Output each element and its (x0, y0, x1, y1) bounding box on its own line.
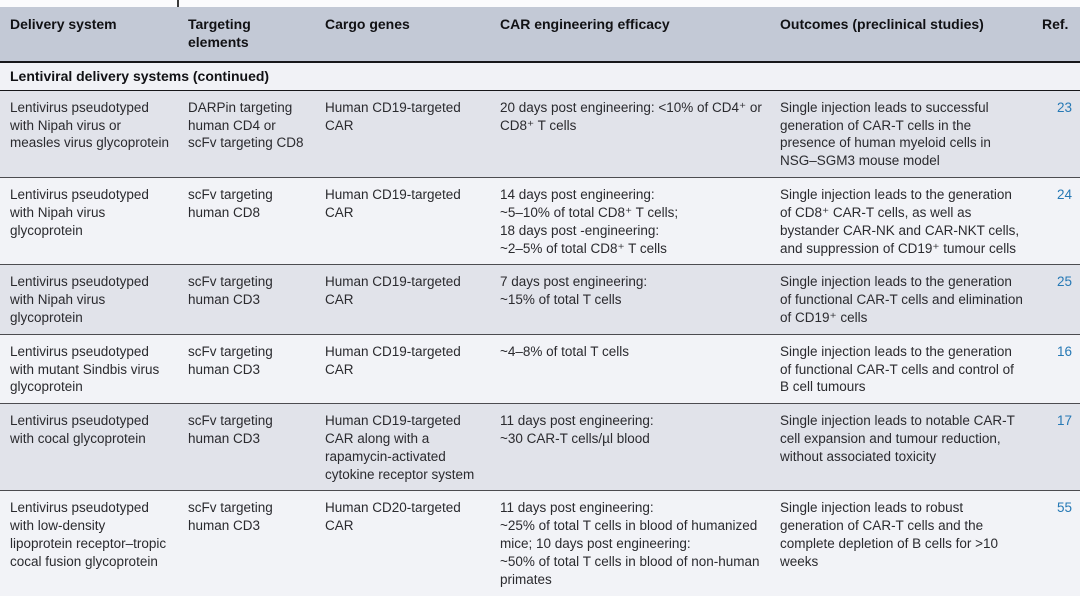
cell-cargo-genes: Human CD19-targeted CAR (325, 343, 461, 377)
table-header-row: Delivery system Targeting elements Cargo… (0, 7, 1080, 63)
ref-link[interactable]: 55 (1056, 500, 1072, 516)
col-header-ref: Ref. (1042, 16, 1069, 32)
section-header-row: Lentiviral delivery systems (continued) (0, 62, 1080, 91)
column-divider-tick (177, 0, 179, 7)
ref-link[interactable]: 17 (1056, 413, 1072, 429)
cell-car-efficacy: 7 days post engineering: ~15% of total T… (500, 274, 648, 308)
ref-link[interactable]: 16 (1056, 343, 1072, 359)
cell-cargo-genes: Human CD20-targeted CAR (325, 500, 461, 534)
cell-car-efficacy: 20 days post engineering: <10% of CD4⁺ o… (500, 99, 762, 133)
table-row-5: Lentivirus pseudotyped with cocal glycop… (0, 404, 1080, 492)
cell-delivery-system: Lentivirus pseudotyped with Nipah virus … (10, 187, 149, 238)
col-header-outcomes: Outcomes (preclinical studies) (780, 16, 984, 32)
cell-outcomes: Single injection leads to the generation… (780, 343, 1014, 395)
cell-delivery-system: Lentivirus pseudotyped with low-density … (10, 500, 167, 569)
cell-car-efficacy: ~4–8% of total T cells (500, 343, 629, 359)
table-row-6: Lentivirus pseudotyped with low-density … (0, 491, 1080, 596)
table-top-strip (0, 0, 1080, 7)
cell-outcomes: Single injection leads to notable CAR-T … (780, 413, 1015, 464)
table-row-4: Lentivirus pseudotyped with mutant Sindb… (0, 334, 1080, 405)
ref-link[interactable]: 25 (1056, 274, 1072, 290)
cell-cargo-genes: Human CD19-targeted CAR along with a rap… (325, 413, 475, 482)
cell-delivery-system: Lentivirus pseudotyped with Nipah virus … (10, 99, 170, 151)
cell-targeting-elements: scFv targeting human CD3 (188, 274, 273, 308)
table-row-3: Lentivirus pseudotyped with Nipah virus … (0, 265, 1080, 335)
cell-delivery-system: Lentivirus pseudotyped with mutant Sindb… (10, 343, 160, 395)
cell-targeting-elements: scFv targeting human CD3 (188, 343, 273, 377)
cell-car-efficacy: 14 days post engineering: ~5–10% of tota… (500, 187, 679, 256)
cell-outcomes: Single injection leads to the generation… (780, 274, 1023, 325)
cell-outcomes: Single injection leads to the generation… (780, 187, 1020, 256)
cell-targeting-elements: scFv targeting human CD3 (188, 500, 273, 534)
cell-car-efficacy: 11 days post engineering: ~25% of total … (500, 500, 760, 587)
table-row-1: Lentivirus pseudotyped with Nipah virus … (0, 90, 1080, 179)
cell-cargo-genes: Human CD19-targeted CAR (325, 187, 461, 220)
section-header-label: Lentiviral delivery systems (continued) (10, 67, 270, 84)
table-row-2: Lentivirus pseudotyped with Nipah virus … (0, 178, 1080, 266)
col-header-cargo-genes: Cargo genes (325, 16, 410, 32)
cell-cargo-genes: Human CD19-targeted CAR (325, 99, 461, 133)
cell-targeting-elements: DARPin targeting human CD4 or scFv targe… (188, 99, 304, 151)
ref-link[interactable]: 23 (1056, 99, 1072, 115)
col-header-targeting-elements: Targeting elements (188, 16, 251, 50)
cell-outcomes: Single injection leads to successful gen… (780, 99, 991, 169)
cell-cargo-genes: Human CD19-targeted CAR (325, 274, 461, 308)
cell-targeting-elements: scFv targeting human CD3 (188, 413, 273, 446)
cell-outcomes: Single injection leads to robust generat… (780, 500, 999, 569)
col-header-delivery-system: Delivery system (10, 16, 117, 32)
cell-targeting-elements: scFv targeting human CD8 (188, 187, 273, 220)
ref-link[interactable]: 24 (1056, 187, 1072, 203)
cell-car-efficacy: 11 days post engineering: ~30 CAR-T cell… (500, 413, 654, 446)
col-header-car-efficacy: CAR engineering efficacy (500, 16, 670, 32)
cell-delivery-system: Lentivirus pseudotyped with cocal glycop… (10, 413, 149, 446)
cell-delivery-system: Lentivirus pseudotyped with Nipah virus … (10, 274, 149, 325)
